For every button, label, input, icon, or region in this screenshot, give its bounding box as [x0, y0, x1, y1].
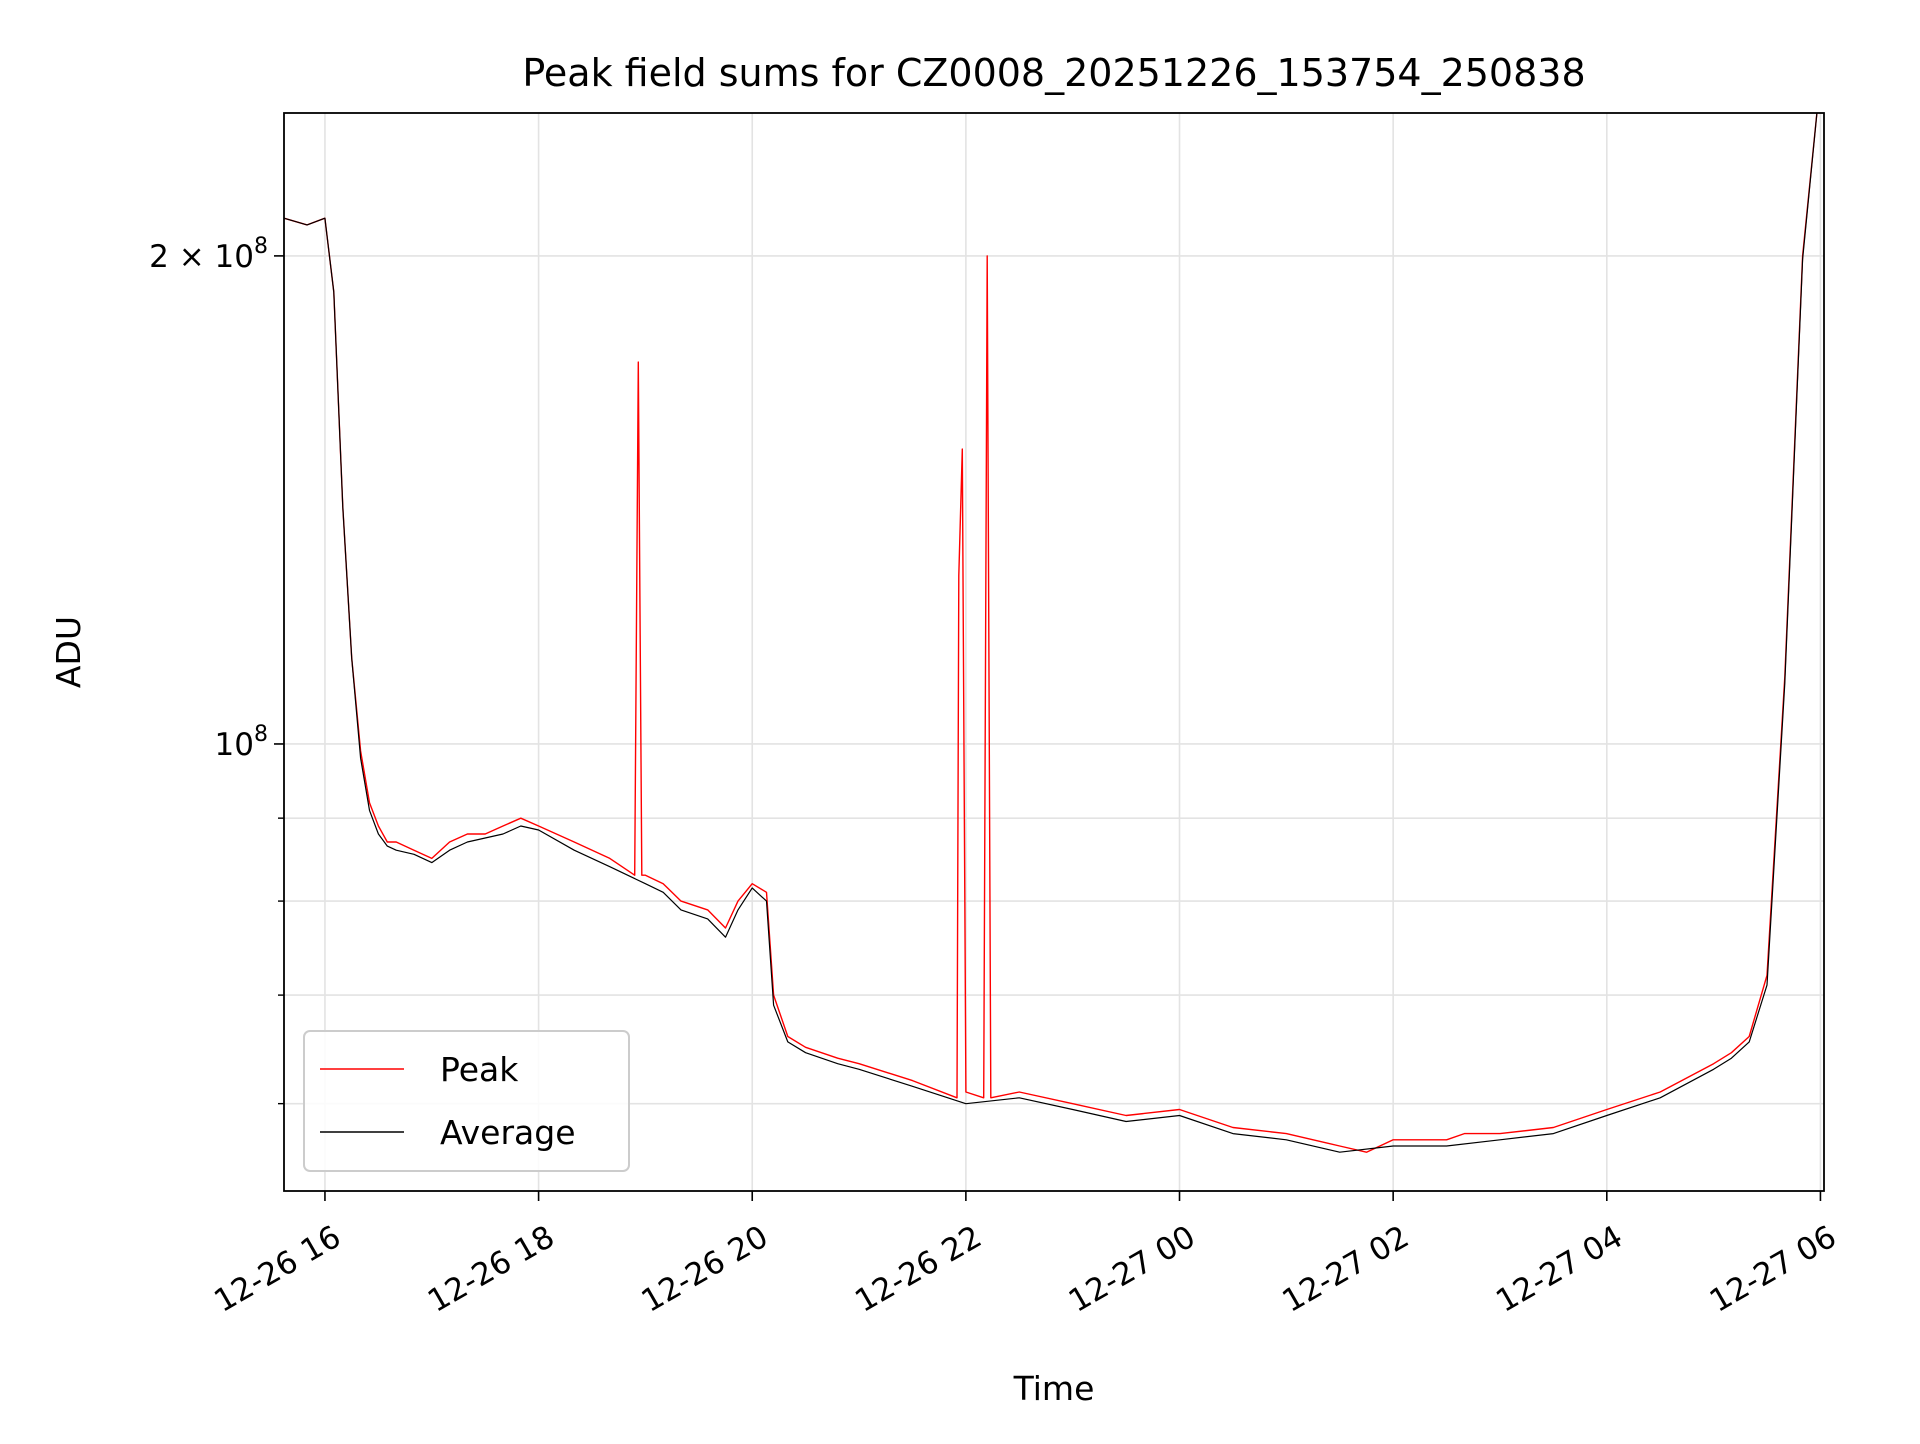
series-lines: [283, 112, 1818, 1153]
legend: Peak Average: [303, 1030, 630, 1172]
series-line-peak: [283, 112, 1818, 1153]
legend-label-peak: Peak: [440, 1050, 519, 1089]
chart-title: Peak field sums for CZ0008_20251226_1537…: [522, 51, 1585, 95]
x-axis-label: Time: [1013, 1369, 1095, 1408]
y-tick-label: 108: [215, 722, 268, 763]
y-tick-label: 2 × 108: [149, 234, 268, 275]
legend-label-average: Average: [440, 1113, 576, 1152]
legend-box: [303, 1030, 630, 1172]
y-axis-label: ADU: [49, 616, 88, 688]
series-line-average: [283, 112, 1818, 1153]
plot-frame: [283, 112, 1825, 1192]
